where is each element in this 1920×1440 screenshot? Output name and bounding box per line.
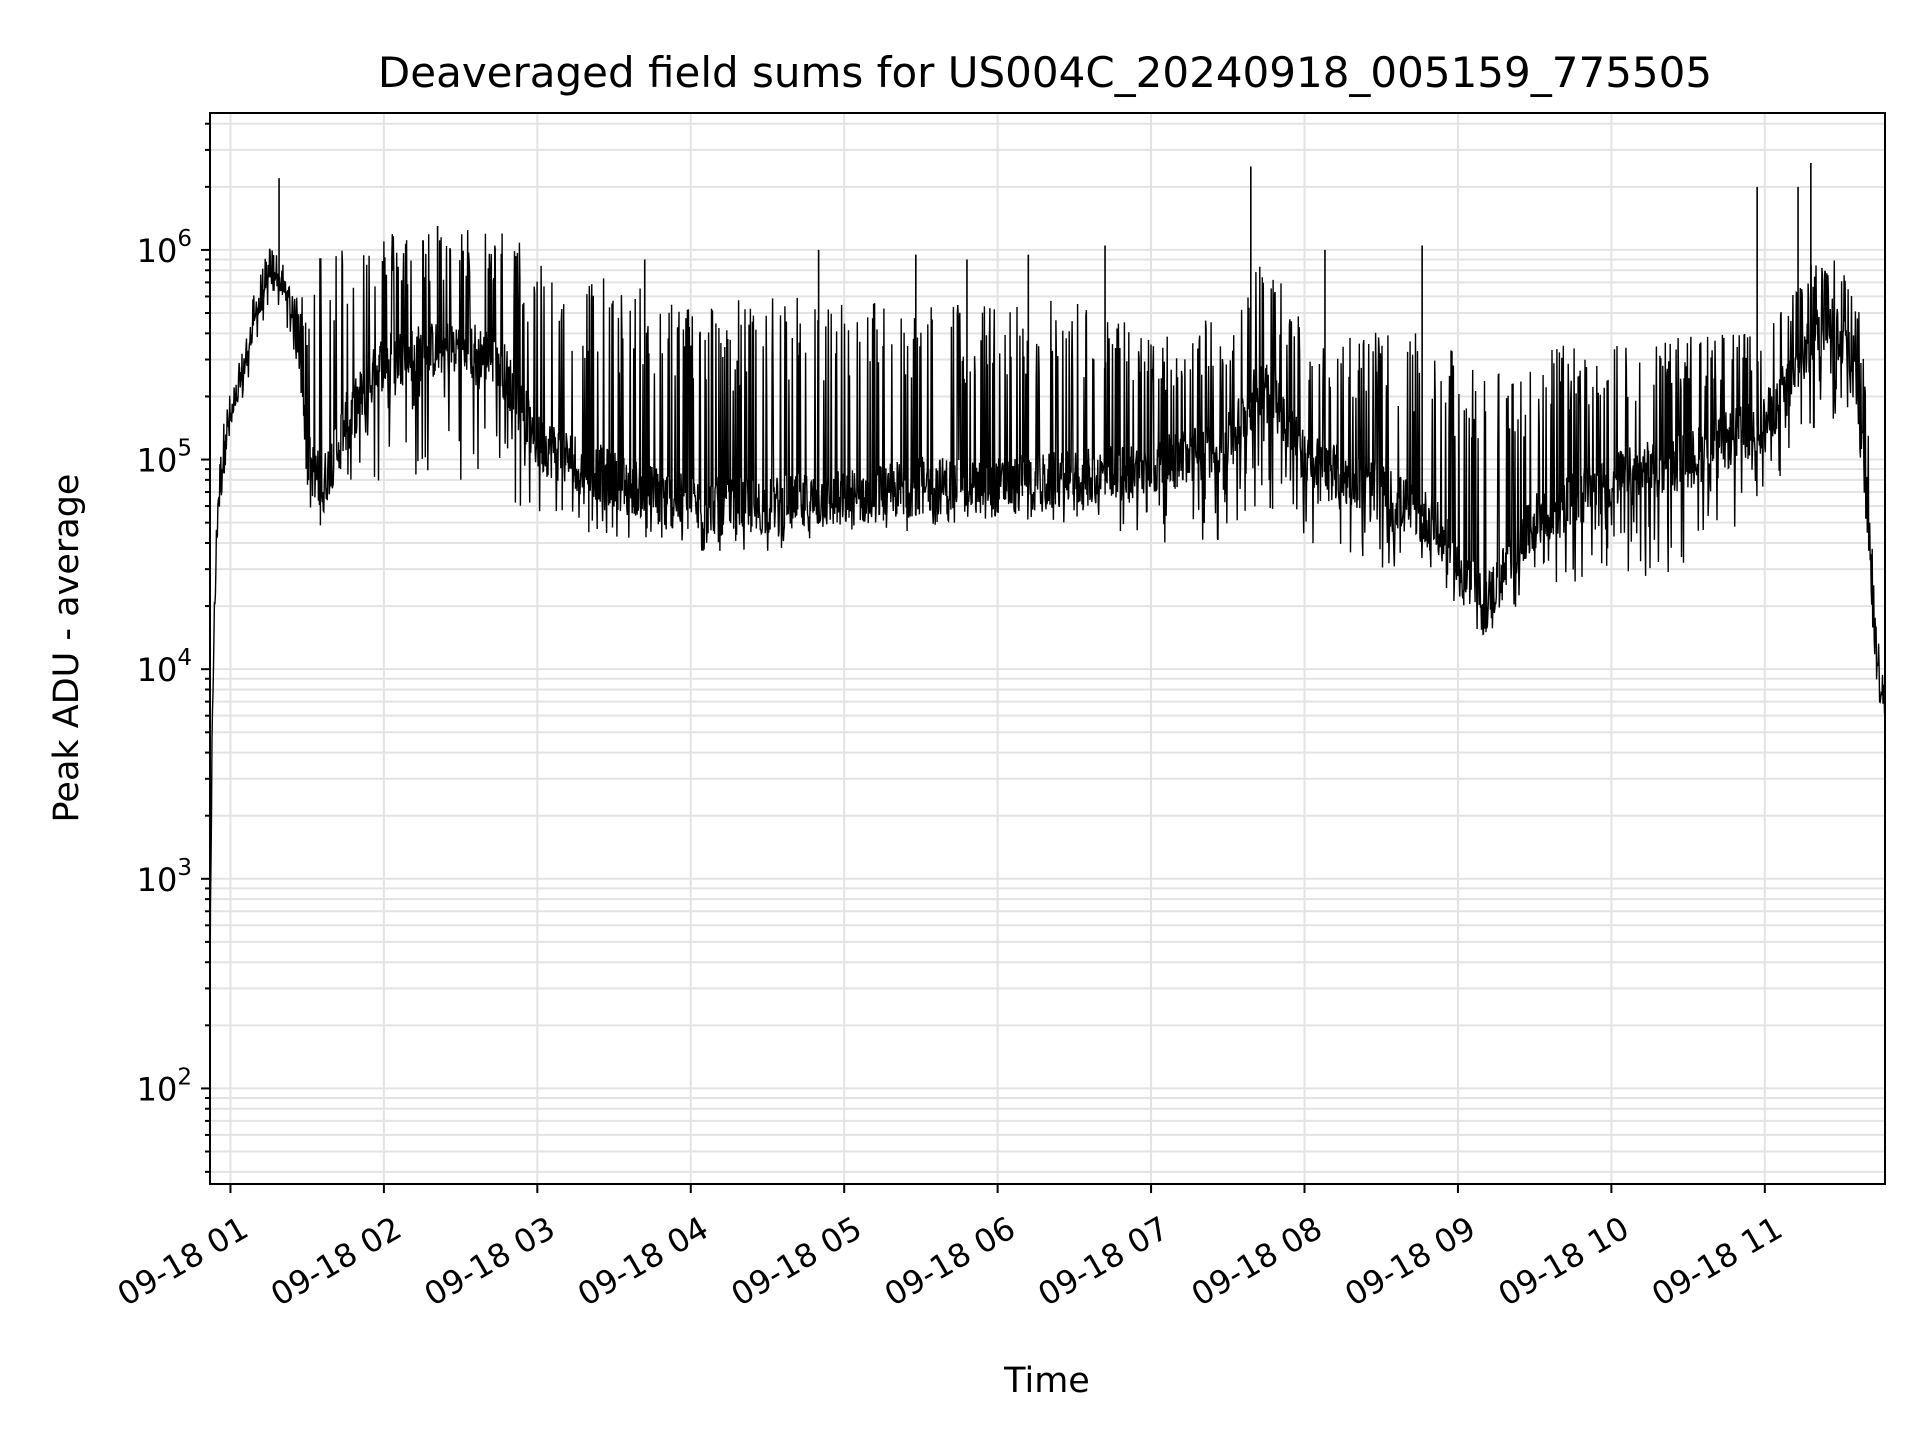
y-tick-label: 106 [137, 226, 192, 270]
y-tick-label: 105 [137, 436, 192, 480]
x-tick-label: 09-18 01 [111, 1209, 255, 1314]
chart-title: Deaveraged field sums for US004C_2024091… [378, 48, 1712, 97]
x-tick-label: 09-18 04 [571, 1209, 715, 1314]
x-tick-label: 09-18 10 [1492, 1209, 1636, 1314]
x-tick-label: 09-18 09 [1338, 1209, 1482, 1314]
x-tick-label: 09-18 05 [725, 1209, 869, 1314]
grid-layer [210, 113, 1885, 1184]
x-tick-label: 09-18 06 [878, 1209, 1022, 1314]
y-tick-label: 104 [137, 645, 192, 689]
x-tick-label: 09-18 08 [1185, 1209, 1329, 1314]
x-tick-label: 09-18 02 [264, 1209, 408, 1314]
x-tick-label: 09-18 03 [418, 1209, 562, 1314]
plot-frame [209, 112, 1886, 1185]
x-tick-label: 09-18 07 [1031, 1209, 1175, 1314]
series-line [209, 230, 1886, 1000]
y-axis-label: Peak ADU - average [47, 474, 87, 823]
x-axis: 09-18 01 09-18 02 09-18 03 09-18 04 09-18 05… [111, 1184, 1789, 1314]
y-tick-label: 102 [137, 1064, 192, 1108]
x-tick-label: 09-18 11 [1645, 1209, 1789, 1314]
y-axis: 102 103 104 105 106 [137, 122, 210, 1173]
y-tick-label: 103 [137, 855, 192, 899]
x-axis-label: Time [1003, 1361, 1090, 1401]
data-line [209, 162, 1886, 1000]
